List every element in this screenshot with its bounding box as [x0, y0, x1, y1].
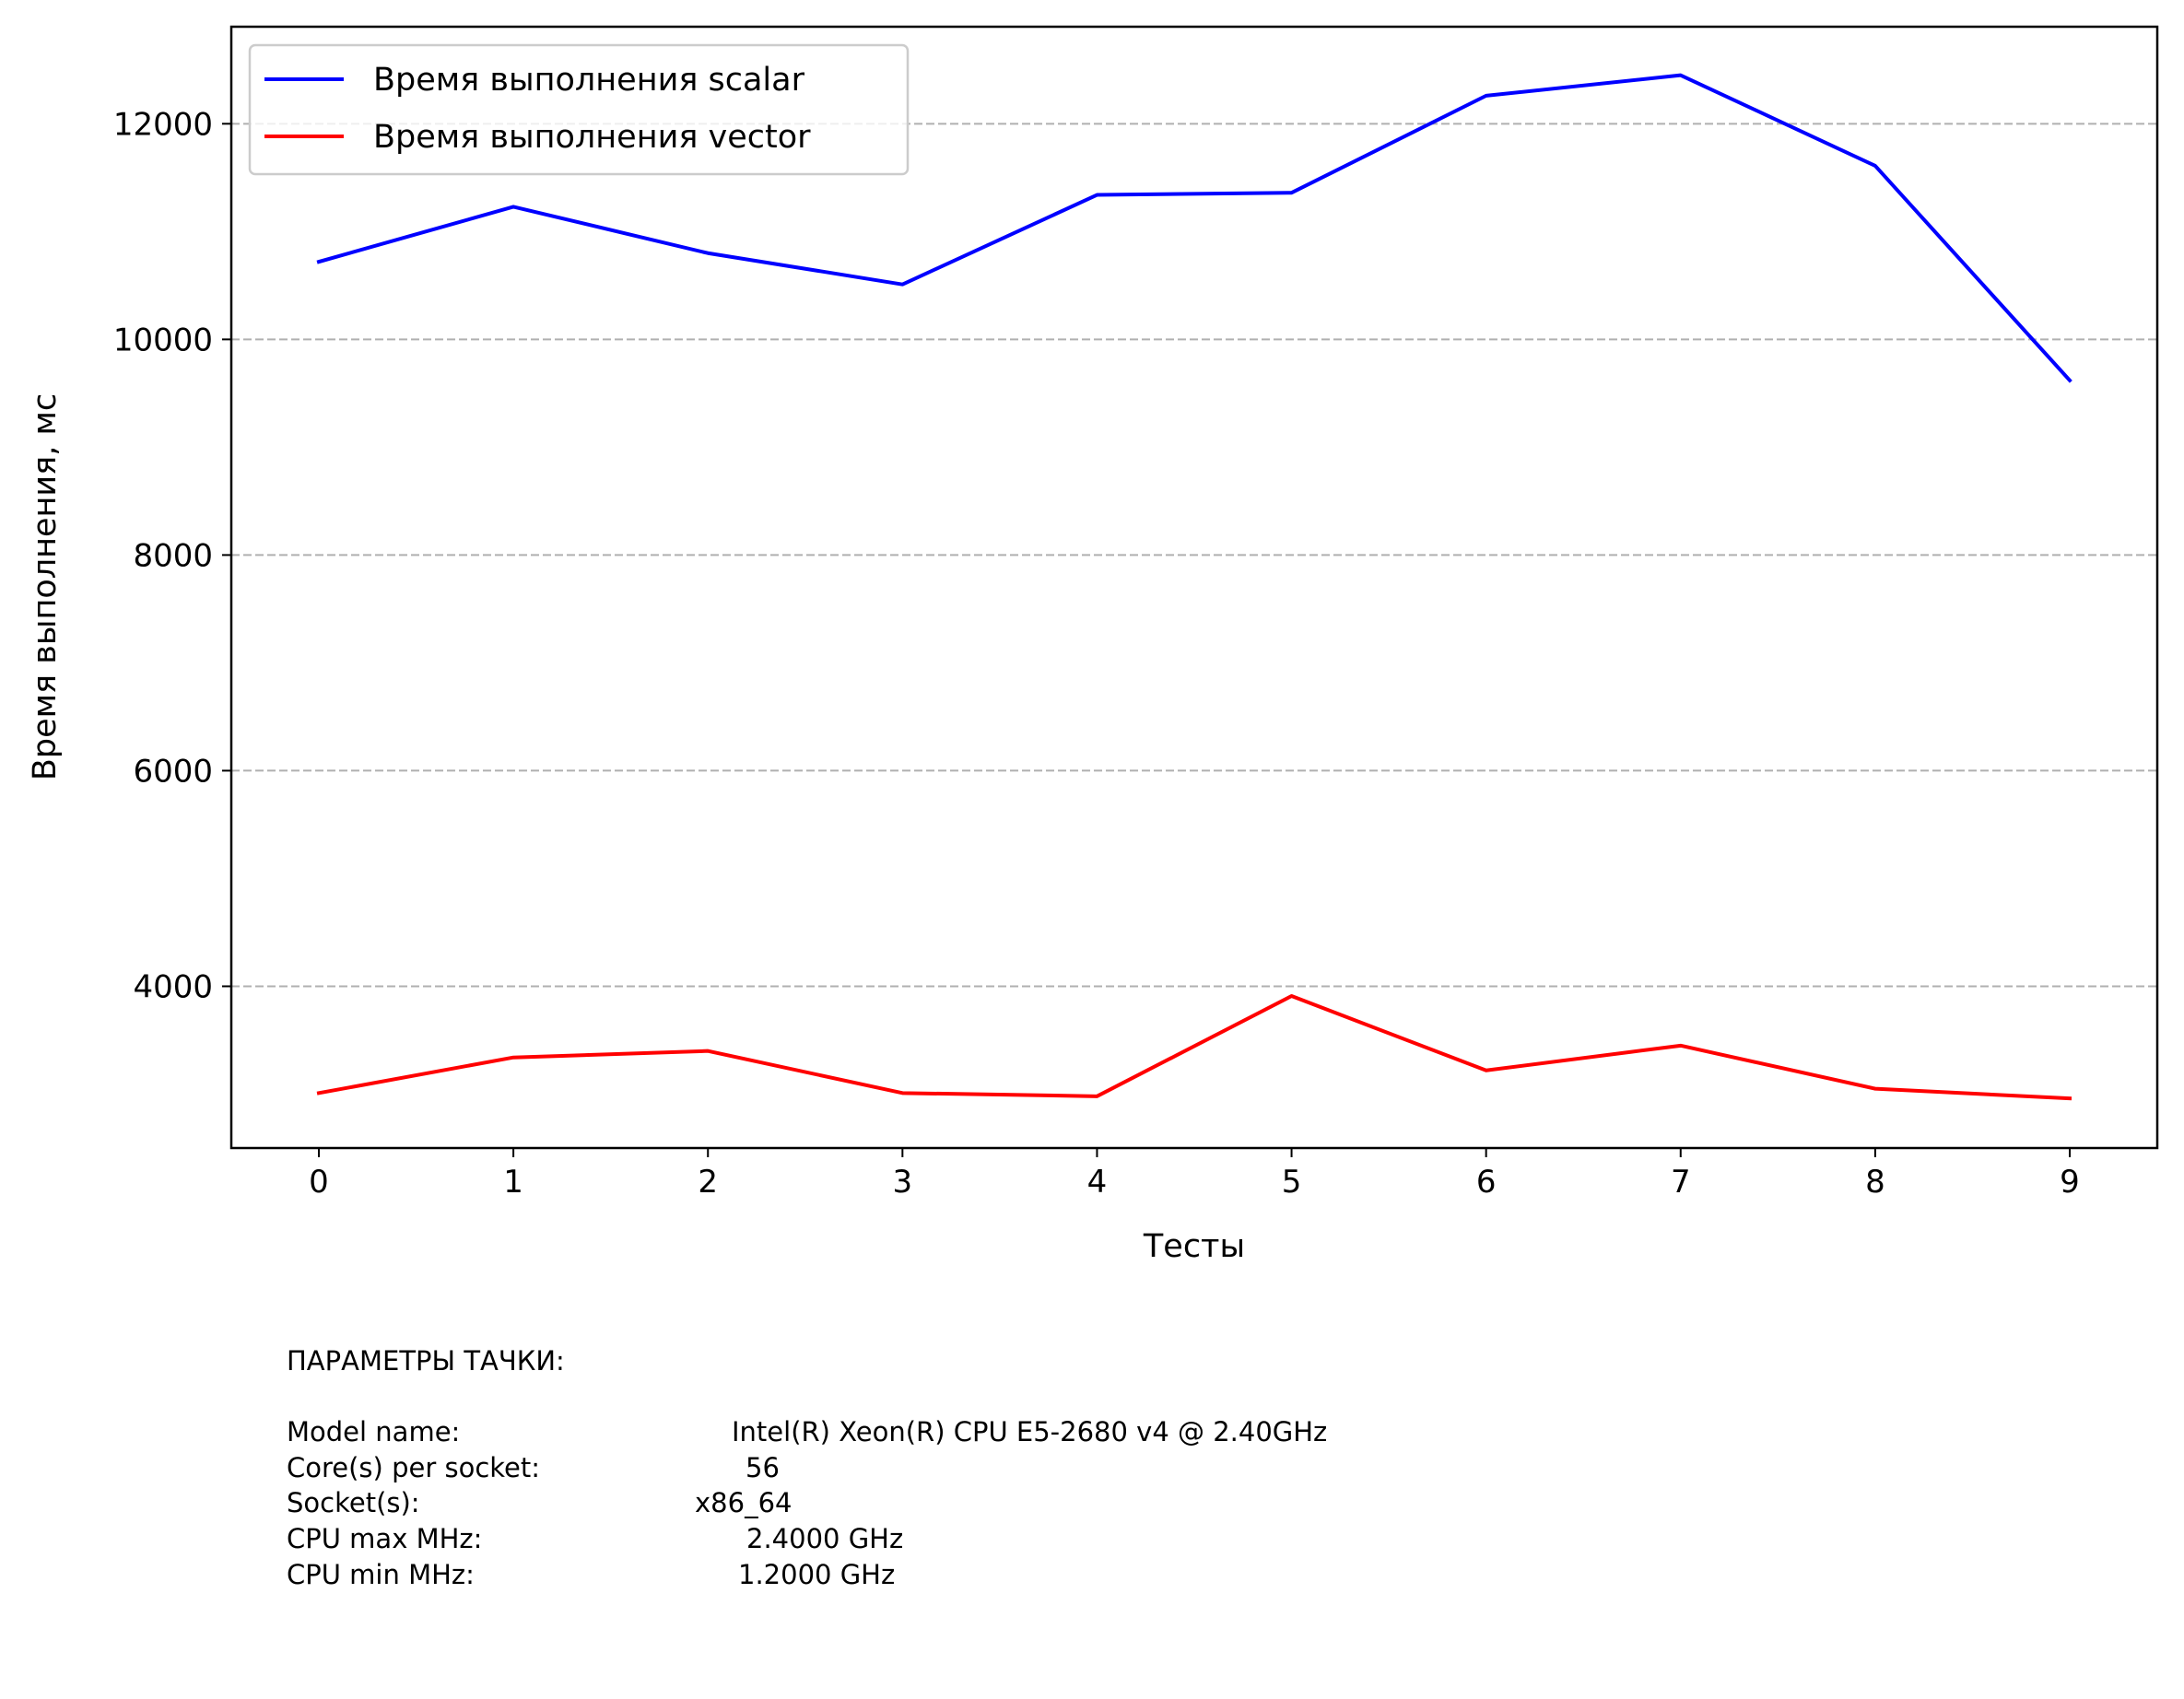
series-lines [316, 73, 2072, 1101]
machine-info-value: 2.4000 GHz [746, 1522, 904, 1554]
x-tick-label: 8 [1865, 1164, 1885, 1201]
x-tick-label: 9 [2060, 1164, 2080, 1201]
machine-info: ПАРАМЕТРЫ ТАЧКИ: Model name: Intel(R) Xe… [287, 1343, 1327, 1593]
machine-info-row-model: Model name: Intel(R) Xeon(R) CPU E5-2680… [287, 1414, 1327, 1450]
machine-info-row-cores: Core(s) per socket: 56 [287, 1450, 780, 1486]
legend-label-vector: Время выполнения vector [373, 119, 811, 156]
y-tick-label: 10000 [113, 322, 213, 358]
y-tick-label: 12000 [113, 106, 213, 143]
machine-info-label: Core(s) per socket: [287, 1451, 541, 1483]
x-axis-ticks: 0 1 2 3 4 5 6 7 8 9 [309, 1148, 2080, 1201]
x-tick-label: 3 [893, 1164, 913, 1201]
machine-info-row-min-mhz: CPU min MHz: 1.2000 GHz [287, 1557, 895, 1593]
y-tick-label: 6000 [133, 753, 213, 790]
machine-info-value: x86_64 [695, 1487, 793, 1519]
machine-info-value: 56 [746, 1451, 780, 1483]
plot-frame [229, 25, 2159, 1150]
x-tick-label: 0 [309, 1164, 329, 1201]
machine-info-value: Intel(R) Xeon(R) CPU E5-2680 v4 @ 2.40GH… [732, 1416, 1328, 1448]
machine-info-row-max-mhz: CPU max MHz: 2.4000 GHz [287, 1521, 903, 1557]
x-tick-label: 7 [1671, 1164, 1691, 1201]
machine-info-spacer [287, 1379, 565, 1415]
y-axis-ticks: 4000 6000 8000 10000 12000 [113, 106, 231, 1005]
x-tick-label: 5 [1282, 1164, 1302, 1201]
y-axis-title: Время выполнения, мс [27, 393, 64, 780]
legend-box [248, 43, 910, 176]
legend: Время выполнения scalar Время выполнения… [248, 43, 910, 176]
legend-label-scalar: Время выполнения scalar [373, 62, 805, 99]
machine-info-label: Socket(s): [287, 1487, 420, 1519]
y-tick-label: 8000 [133, 537, 213, 574]
machine-info-value: 1.2000 GHz [738, 1558, 896, 1590]
series-line-scalar [316, 73, 2072, 383]
machine-info-label: CPU max MHz: [287, 1522, 483, 1554]
grid-lines [231, 123, 2157, 988]
y-tick-label: 4000 [133, 968, 213, 1005]
machine-info-label: Model name: [287, 1416, 461, 1448]
x-axis-title: Тесты [1143, 1228, 1245, 1265]
x-tick-label: 4 [1087, 1164, 1108, 1201]
machine-info-row-sockets: Socket(s): x86_64 [287, 1485, 792, 1521]
machine-info-label: CPU min MHz: [287, 1558, 475, 1590]
x-tick-label: 1 [503, 1164, 523, 1201]
machine-info-heading: ПАРАМЕТРЫ ТАЧКИ: [287, 1345, 565, 1377]
series-line-vector [316, 994, 2072, 1101]
x-tick-label: 6 [1476, 1164, 1497, 1201]
x-tick-label: 2 [698, 1164, 718, 1201]
